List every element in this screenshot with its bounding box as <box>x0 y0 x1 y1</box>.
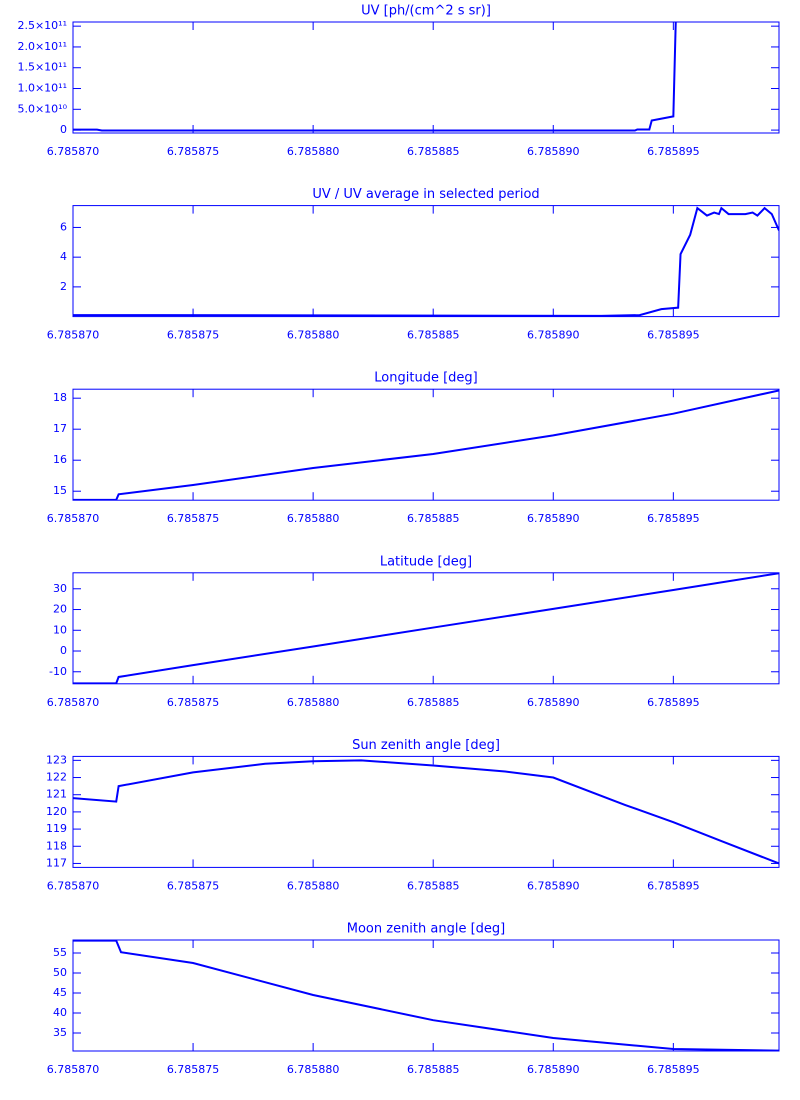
x-tick-label: 6.785870 <box>47 879 100 892</box>
y-tick-label: 0 <box>60 123 67 136</box>
x-tick-label: 6.785875 <box>167 696 220 709</box>
x-tick-label: 6.785875 <box>167 1063 220 1076</box>
data-line <box>73 389 779 501</box>
x-tick-label: 6.785875 <box>167 512 220 525</box>
y-tick-label: 118 <box>46 839 67 852</box>
y-tick-label: 119 <box>46 822 67 835</box>
x-tick-label: 6.785870 <box>47 696 100 709</box>
y-tick-label: 4 <box>60 250 67 263</box>
y-tick-label: 2.5×10¹¹ <box>17 19 67 32</box>
y-tick-label: 50 <box>53 966 67 979</box>
y-tick-label: 30 <box>53 582 67 595</box>
chart-title: Longitude [deg] <box>374 371 477 386</box>
plot-frame <box>72 755 780 868</box>
x-tick-label: 6.785895 <box>647 329 700 342</box>
x-tick-label: 6.785870 <box>47 1063 100 1076</box>
panel: Latitude [deg] 6.785870 6.785875 6.785880 6.… <box>47 554 780 709</box>
y-tick-label: 15 <box>53 484 67 497</box>
x-tick-label: 6.785880 <box>287 696 340 709</box>
y-tick-label: 117 <box>46 856 67 869</box>
x-tick-label: 6.785895 <box>647 145 700 158</box>
y-tick-label: -10 <box>49 665 67 678</box>
x-tick-label: 6.785880 <box>287 879 340 892</box>
data-line <box>73 206 779 317</box>
x-tick-label: 6.785880 <box>287 1063 340 1076</box>
y-tick-label: 6 <box>60 220 67 233</box>
panel: Longitude [deg] 6.785870 6.785875 6.785880 6… <box>47 371 780 525</box>
x-tick-label: 6.785875 <box>167 329 220 342</box>
x-tick-label: 6.785890 <box>527 879 580 892</box>
y-tick-label: 17 <box>53 422 67 435</box>
chart-title: Latitude [deg] <box>380 554 472 569</box>
x-tick-label: 6.785870 <box>47 329 100 342</box>
chart-title: UV / UV average in selected period <box>312 187 539 202</box>
data-line <box>73 759 779 865</box>
x-tick-label: 6.785895 <box>647 696 700 709</box>
y-tick-label: 2 <box>60 280 67 293</box>
y-tick-label: 10 <box>53 623 67 636</box>
x-tick-label: 6.785890 <box>527 145 580 158</box>
x-tick-label: 6.785885 <box>407 879 460 892</box>
x-tick-label: 6.785885 <box>407 1063 460 1076</box>
panel: Sun zenith angle [deg] 6.785870 6.785875 6.… <box>46 738 780 892</box>
plot-frame <box>72 21 780 134</box>
panel: UV [ph/(cm^2 s sr)] 6.785870 6.785875 6.785… <box>17 4 780 158</box>
y-tick-label: 20 <box>53 603 67 616</box>
x-tick-label: 6.785890 <box>527 329 580 342</box>
plot-frame <box>72 205 780 318</box>
y-tick-label: 122 <box>46 771 67 784</box>
y-tick-label: 5.0×10¹⁰ <box>17 102 67 115</box>
chart-title: Moon zenith angle [deg] <box>347 922 505 937</box>
x-tick-label: 6.785885 <box>407 512 460 525</box>
data-line <box>73 22 677 132</box>
y-tick-label: 45 <box>53 986 67 999</box>
chart-title: UV [ph/(cm^2 s sr)] <box>361 4 491 19</box>
x-tick-label: 6.785885 <box>407 329 460 342</box>
plot-frame <box>72 388 780 501</box>
y-tick-label: 35 <box>53 1026 67 1039</box>
y-tick-label: 18 <box>53 391 67 404</box>
y-tick-label: 2.0×10¹¹ <box>17 40 67 53</box>
x-tick-label: 6.785880 <box>287 145 340 158</box>
y-tick-label: 16 <box>53 453 67 466</box>
x-tick-label: 6.785895 <box>647 1063 700 1076</box>
panel: Moon zenith angle [deg] 6.785870 6.785875 6… <box>47 922 780 1076</box>
x-tick-label: 6.785875 <box>167 145 220 158</box>
x-tick-label: 6.785885 <box>407 696 460 709</box>
y-tick-label: 40 <box>53 1006 67 1019</box>
x-tick-label: 6.785890 <box>527 1063 580 1076</box>
x-tick-label: 6.785880 <box>287 512 340 525</box>
y-tick-label: 123 <box>46 753 67 766</box>
y-tick-label: 1.5×10¹¹ <box>17 61 67 74</box>
plot-frame <box>72 939 780 1052</box>
plot-frame <box>72 572 780 685</box>
x-tick-label: 6.785895 <box>647 879 700 892</box>
y-tick-label: 120 <box>46 805 67 818</box>
x-tick-label: 6.785875 <box>167 879 220 892</box>
y-tick-label: 55 <box>53 946 67 959</box>
x-tick-label: 6.785885 <box>407 145 460 158</box>
y-tick-label: 0 <box>60 644 67 657</box>
data-line <box>73 940 779 1051</box>
y-tick-label: 121 <box>46 788 67 801</box>
x-tick-label: 6.785895 <box>647 512 700 525</box>
x-tick-label: 6.785890 <box>527 696 580 709</box>
x-tick-label: 6.785890 <box>527 512 580 525</box>
y-tick-label: 1.0×10¹¹ <box>17 82 67 95</box>
x-tick-label: 6.785880 <box>287 329 340 342</box>
x-tick-label: 6.785870 <box>47 145 100 158</box>
data-line <box>73 572 779 684</box>
panel: UV / UV average in selected period 6.7858… <box>47 187 780 342</box>
chart-title: Sun zenith angle [deg] <box>352 738 500 753</box>
x-tick-label: 6.785870 <box>47 512 100 525</box>
